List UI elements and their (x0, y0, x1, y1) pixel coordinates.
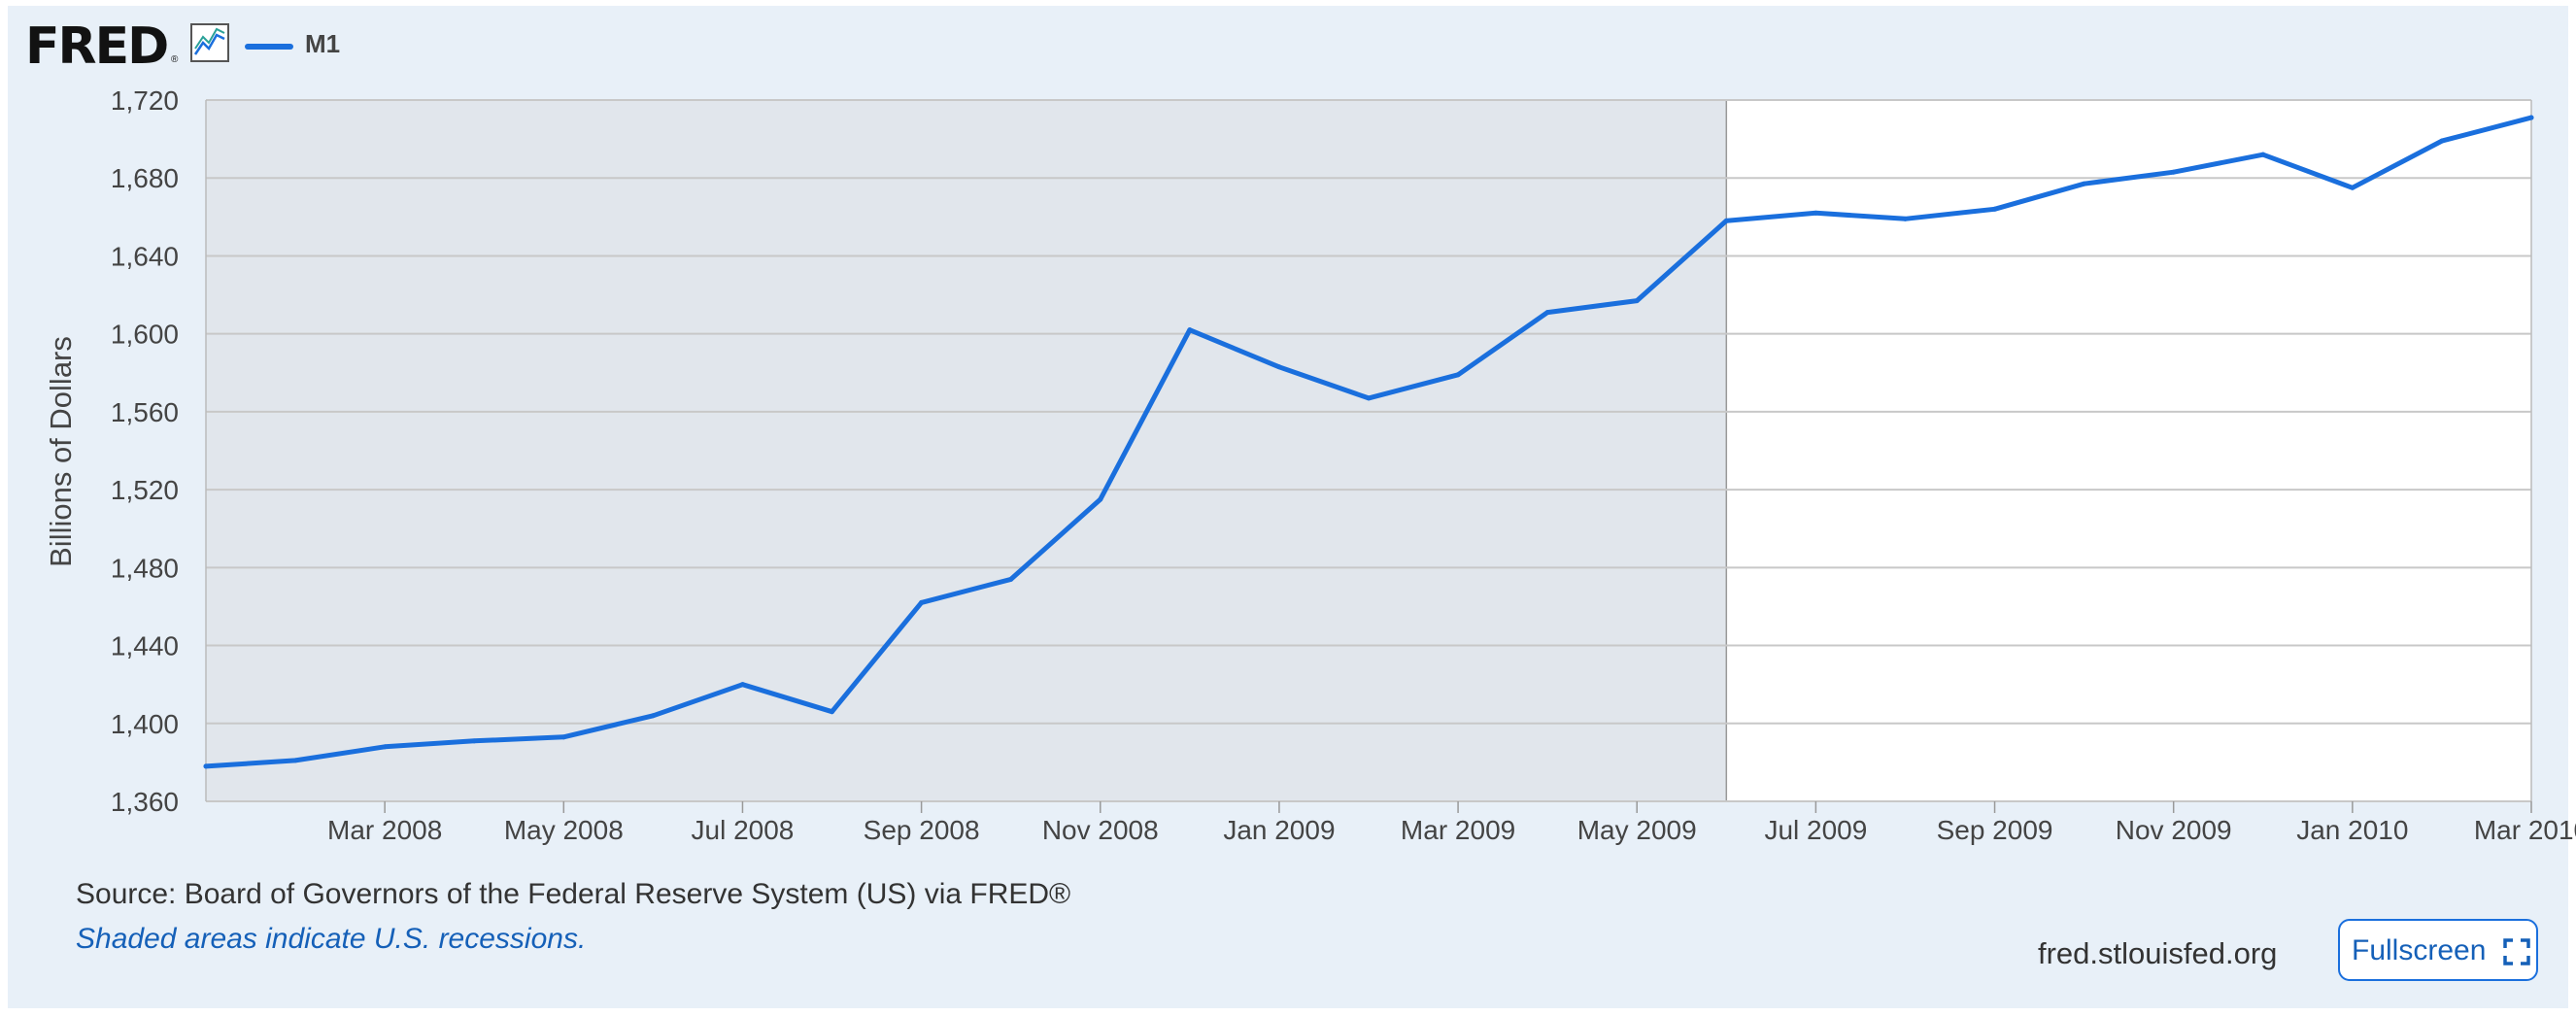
y-tick-label: 1,440 (111, 631, 179, 661)
source-note: Source: Board of Governors of the Federa… (76, 878, 1071, 910)
y-tick-label: 1,520 (111, 475, 179, 505)
data-point (471, 738, 477, 744)
y-tick-label: 1,600 (111, 320, 179, 350)
data-point (1813, 210, 1818, 216)
data-point (1276, 364, 1282, 370)
data-point (830, 709, 835, 715)
data-point (1544, 310, 1550, 316)
data-point (382, 744, 388, 750)
expand-icon (2503, 938, 2530, 965)
data-point (2439, 138, 2445, 144)
y-axis-label: Billions of Dollars (44, 336, 78, 567)
data-point (650, 713, 656, 719)
data-point (2350, 185, 2356, 190)
x-tick-label: Sep 2009 (1937, 815, 2053, 845)
registered-mark: ® (171, 54, 179, 65)
data-point (1723, 218, 1729, 223)
x-tick-label: Jul 2008 (692, 815, 795, 845)
x-tick-label: Mar 2008 (327, 815, 442, 845)
data-point (739, 682, 745, 688)
line-graph-icon[interactable] (190, 23, 229, 62)
data-point (2082, 181, 2087, 186)
x-tick-label: Nov 2009 (2116, 815, 2232, 845)
data-point (1634, 298, 1640, 304)
fullscreen-label: Fullscreen (2352, 934, 2487, 966)
site-url[interactable]: fred.stlouisfed.org (2038, 936, 2278, 970)
y-tick-label: 1,400 (111, 709, 179, 739)
fred-logo[interactable]: FRED (25, 17, 169, 76)
y-tick-label: 1,640 (111, 241, 179, 271)
x-tick-label: May 2009 (1577, 815, 1697, 845)
x-tick-label: Jul 2009 (1764, 815, 1867, 845)
x-tick-label: May 2008 (504, 815, 624, 845)
y-tick-label: 1,480 (111, 553, 179, 583)
x-tick-label: Sep 2008 (864, 815, 980, 845)
data-point (2528, 115, 2534, 120)
data-point (292, 758, 298, 763)
data-point (1992, 206, 1998, 212)
data-point (1008, 576, 1014, 582)
legend-series-label: M1 (305, 29, 341, 58)
data-point (1902, 216, 1908, 221)
fullscreen-button[interactable]: Fullscreen (2338, 919, 2538, 981)
y-tick-label: 1,720 (111, 85, 179, 116)
x-tick-label: Jan 2010 (2296, 815, 2408, 845)
x-tick-label: Mar 2010 (2474, 815, 2576, 845)
recession-note: Shaded areas indicate U.S. recessions. (76, 923, 587, 955)
data-point (919, 599, 925, 605)
y-tick-label: 1,560 (111, 397, 179, 427)
data-point (2171, 169, 2177, 175)
data-point (1455, 372, 1461, 378)
y-tick-label: 1,680 (111, 163, 179, 193)
data-point (1098, 496, 1103, 502)
recession-shading (206, 100, 1727, 801)
x-tick-label: Nov 2008 (1042, 815, 1159, 845)
x-tick-label: Jan 2009 (1223, 815, 1335, 845)
data-point (1187, 327, 1193, 333)
x-tick-label: Mar 2009 (1401, 815, 1515, 845)
y-tick-label: 1,360 (111, 787, 179, 817)
data-point (1366, 395, 1372, 401)
legend-swatch (245, 44, 293, 50)
data-point (560, 734, 566, 740)
data-point (2260, 152, 2266, 157)
data-point (203, 763, 209, 769)
